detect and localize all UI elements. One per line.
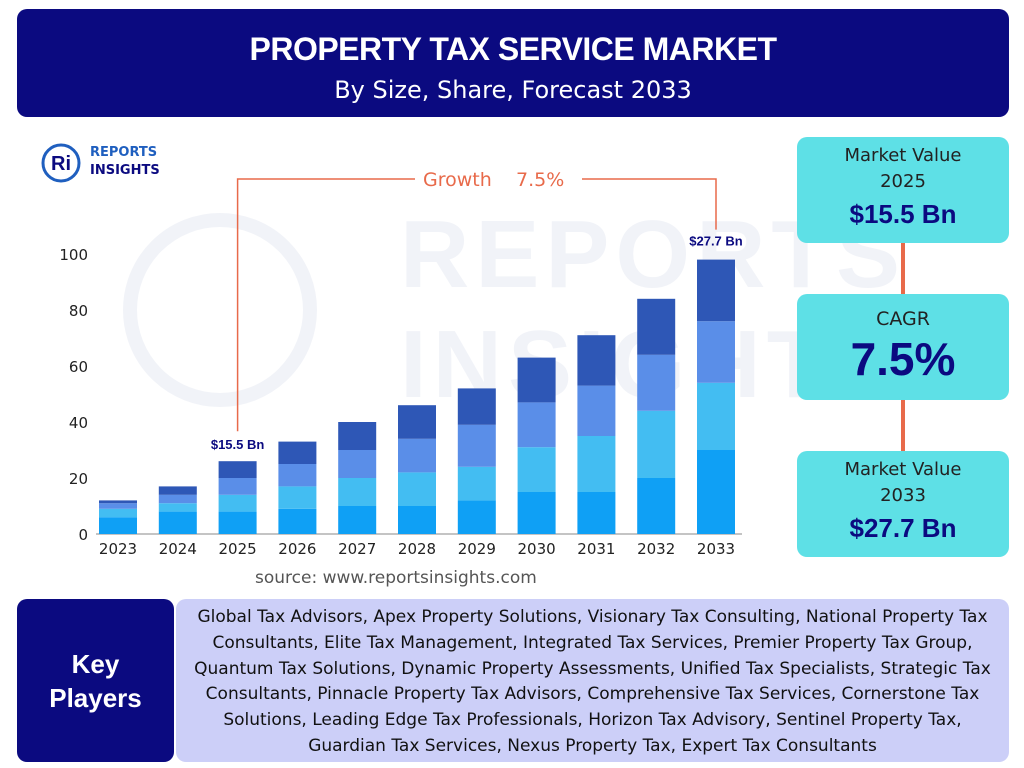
market-value-2033: $27.7 Bn (849, 513, 957, 543)
y-tick-label: 40 (69, 414, 88, 432)
market-value-2033-label: Market Value (844, 459, 962, 480)
connector-top (901, 243, 905, 294)
key-players-label-line2: Players (49, 683, 142, 713)
x-tick-label: 2032 (637, 540, 675, 558)
logo-line2: INSIGHTS (90, 163, 160, 178)
bar-segment (697, 321, 735, 383)
y-tick-label: 60 (69, 358, 88, 376)
bar-segment (697, 450, 735, 534)
x-tick-label: 2028 (398, 540, 436, 558)
x-tick-label: 2025 (219, 540, 257, 558)
cagr-value: 7.5% (850, 333, 956, 385)
bar-segment (398, 438, 436, 473)
x-tick-label: 2024 (159, 540, 197, 558)
bar-segment (278, 464, 317, 487)
bar-segment (158, 486, 197, 495)
x-tick-label: 2033 (697, 540, 735, 558)
bar-segment (697, 382, 735, 450)
cagr-label: CAGR (876, 308, 930, 330)
brand-logo: Ri REPORTS INSIGHTS (40, 142, 180, 183)
bar-segment (158, 511, 197, 534)
key-players-label: Key Players (17, 599, 174, 762)
bar-segment (577, 492, 616, 534)
bar-segment (637, 478, 676, 534)
market-value-2033-card: Market Value 2033 $27.7 Bn (797, 451, 1009, 557)
end-value-label: $27.7 Bn (689, 234, 743, 249)
bar-segment (517, 447, 556, 492)
y-tick-label: 100 (59, 246, 88, 264)
x-tick-label: 2023 (99, 540, 137, 558)
bar-segment (218, 461, 257, 478)
bar-segment (338, 478, 377, 506)
bar-segment (637, 410, 676, 478)
bar-segment (99, 508, 137, 518)
bar-segment (577, 335, 616, 386)
bar-segment (338, 450, 377, 478)
bar-segment (99, 500, 137, 504)
bar-segment (457, 388, 496, 425)
market-value-2025-year: 2025 (880, 171, 926, 192)
market-value-2025: $15.5 Bn (849, 199, 957, 229)
page-title: PROPERTY TAX SERVICE MARKET (249, 31, 777, 67)
growth-value: 7.5% (516, 169, 564, 191)
bar-segment (278, 441, 317, 464)
cagr-card: CAGR 7.5% (797, 294, 1009, 400)
growth-line-left (236, 178, 415, 432)
bar-segment (398, 506, 436, 534)
x-tick-label: 2026 (278, 540, 316, 558)
connector-bottom (901, 400, 905, 451)
bar-segment (99, 503, 137, 509)
bar-segment (577, 436, 616, 492)
bar-segment (517, 492, 556, 534)
source-note: source: www.reportsinsights.com (255, 568, 537, 588)
logo-line1: REPORTS (90, 145, 158, 160)
bar-segment (697, 259, 735, 322)
bar-segment (517, 357, 556, 403)
bar-segment (457, 500, 496, 534)
bar-segment (457, 424, 496, 467)
y-tick-label: 0 (78, 526, 88, 544)
bar-segment (637, 298, 676, 355)
bar-segment (338, 506, 377, 534)
bar-segment (577, 385, 616, 436)
logo-icon: Ri (41, 143, 81, 183)
bar-segment (517, 402, 556, 448)
bar-segment (99, 517, 137, 534)
bar-segment (158, 503, 197, 512)
growth-label: Growth (423, 169, 492, 191)
key-players-label-line1: Key (71, 649, 120, 679)
market-value-2025-label: Market Value (844, 145, 962, 166)
key-players-list: Global Tax Advisors, Apex Property Solut… (176, 599, 1009, 762)
header-banner: PROPERTY TAX SERVICE MARKET By Size, Sha… (17, 9, 1009, 117)
bar-segment (278, 508, 317, 534)
bar-segment (218, 478, 257, 495)
growth-line-right (582, 178, 717, 230)
bar-segment (218, 511, 257, 534)
bar-segment (457, 466, 496, 501)
market-value-2025-card: Market Value 2025 $15.5 Bn (797, 137, 1009, 243)
bar-segment (158, 494, 197, 504)
x-tick-label: 2030 (518, 540, 556, 558)
x-tick-label: 2027 (338, 540, 376, 558)
x-tick-label: 2031 (577, 540, 615, 558)
watermark-logo-icon (123, 213, 317, 407)
bar-segment (637, 354, 676, 411)
bar-segment (218, 494, 257, 512)
x-tick-label: 2029 (458, 540, 496, 558)
y-tick-label: 20 (69, 470, 88, 488)
bar-segment (338, 422, 377, 450)
start-value-label: $15.5 Bn (211, 437, 265, 452)
page-subtitle: By Size, Share, Forecast 2033 (334, 76, 692, 104)
logo-mark: Ri (51, 153, 71, 175)
market-value-2033-year: 2033 (880, 485, 926, 506)
bar-segment (398, 472, 436, 506)
bar-segment (278, 486, 317, 509)
y-tick-label: 80 (69, 302, 88, 320)
stacked-bar-chart: 0 20 40 60 80 100 2023 2024 2025 2026 2027 2028 2029… (59, 169, 743, 558)
bar-segment (398, 405, 436, 439)
